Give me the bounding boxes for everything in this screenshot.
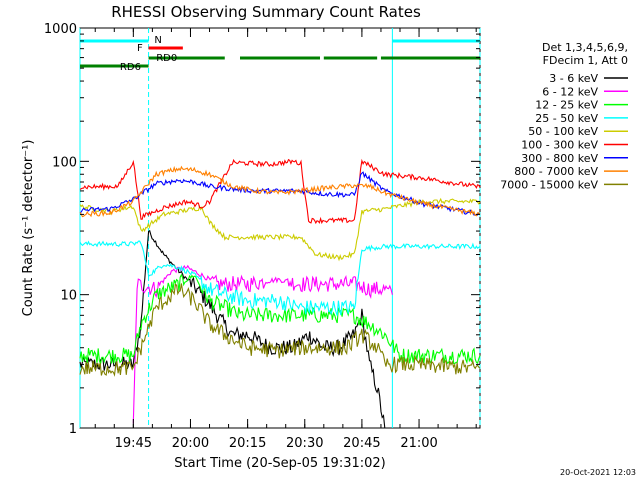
x-tick-label: 19:45: [115, 436, 152, 451]
y-tick-label: 100: [52, 155, 77, 170]
chart-title: RHESSI Observing Summary Count Rates: [111, 3, 421, 21]
series-line-25-50-kev: [79, 240, 481, 316]
legend: Det 1,3,4,5,6,9, FDecim 1, Att 0 3 - 6 k…: [500, 41, 628, 191]
series-line-6-12-kev: [132, 264, 393, 424]
orbit-boundaries: [79, 28, 481, 428]
series-line-3-6-kev: [79, 229, 386, 429]
legend-label: 3 - 6 keV: [549, 72, 598, 85]
flag-label-f: F: [137, 43, 143, 54]
series-line-12-25-kev: [79, 273, 481, 366]
legend-label: 7000 - 15000 keV: [500, 178, 598, 191]
x-tick-label: 20:15: [229, 436, 266, 451]
y-axis-label: Count Rate (s⁻¹ detector⁻¹): [21, 140, 36, 317]
flag-label-rd0: RD0: [156, 53, 177, 64]
legend-label: 12 - 25 keV: [535, 99, 598, 112]
generated-timestamp: 20-Oct-2021 12:03: [560, 468, 636, 477]
x-axis-label: Start Time (20-Sep-05 19:31:02): [174, 456, 385, 471]
legend-header-line-1: Det 1,3,4,5,6,9,: [542, 41, 628, 54]
y-tick-label: 1000: [44, 22, 77, 37]
flag-label-n: N: [154, 35, 161, 46]
flag-label-rd6: RD6: [120, 62, 141, 73]
x-tick-label: 20:45: [343, 436, 380, 451]
legend-label: 800 - 7000 keV: [514, 165, 598, 178]
x-tick-label: 20:00: [172, 436, 209, 451]
legend-label: 50 - 100 keV: [528, 125, 598, 138]
legend-label: 100 - 300 keV: [521, 139, 598, 152]
legend-label: 300 - 800 keV: [521, 152, 598, 165]
series-layer: [79, 158, 481, 429]
series-line-7000-15000-kev: [79, 283, 481, 377]
series-line-100-300-kev: [79, 158, 481, 225]
series-line-800-7000-kev: [79, 165, 481, 218]
flag-layer: NF RD0 RD6: [80, 35, 480, 73]
x-tick-label: 20:30: [286, 436, 323, 451]
legend-label: 25 - 50 keV: [535, 112, 598, 125]
x-tick-label: 21:00: [400, 436, 437, 451]
y-tick-label: 10: [60, 289, 77, 304]
y-tick-label: 1: [69, 422, 77, 437]
legend-label: 6 - 12 keV: [542, 85, 598, 98]
legend-header-line-2: FDecim 1, Att 0: [543, 54, 628, 67]
axis-ticks: 1 10 100 1000 19:45 20:00 20:15 20:30 20:45 21:00: [44, 22, 480, 451]
